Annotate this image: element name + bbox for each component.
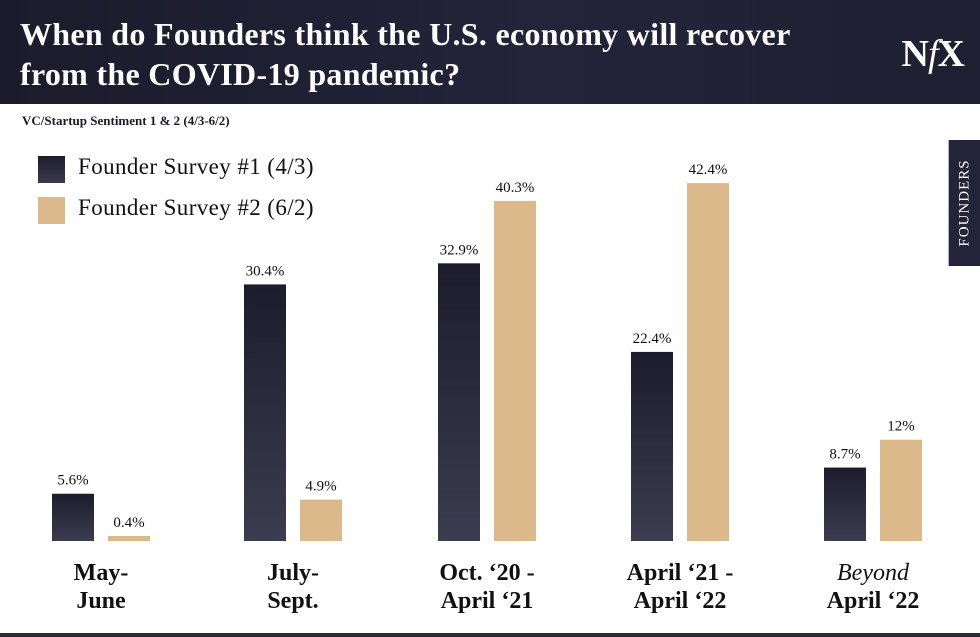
value-label-series-1-cat-5: 8.7% xyxy=(829,447,860,463)
logo-x: X xyxy=(937,33,965,75)
legend-label-survey-1: Founder Survey #1 (4/3) xyxy=(78,154,314,179)
chart-subtitle: VC/Startup Sentiment 1 & 2 (4/3-6/2) xyxy=(22,113,230,128)
title-line-1: When do Founders think the U.S. economy … xyxy=(20,16,791,52)
bar-series-2-cat-2 xyxy=(300,499,342,541)
bar-series-2-cat-4 xyxy=(687,183,729,542)
nfx-logo: NfX xyxy=(901,32,965,76)
bar-series-2-cat-5 xyxy=(880,439,922,541)
bar-series-2-cat-3 xyxy=(494,200,536,542)
bar-series-1-cat-1 xyxy=(52,493,94,541)
chart-header: When do Founders think the U.S. economy … xyxy=(0,0,980,104)
value-label-series-1-cat-3: 32.9% xyxy=(440,242,479,258)
category-label-4-line-2: April ‘22 xyxy=(634,588,727,614)
founders-side-tab: FOUNDERS xyxy=(948,140,980,266)
category-label-2-line-2: Sept. xyxy=(267,588,318,614)
value-labels-group: 5.6% 30.4% 32.9% 22.4% 8.7% 0.4% 4.9% 40.3% 42.4… xyxy=(57,162,914,531)
category-label-1-line-1: May- xyxy=(74,560,129,586)
value-label-series-2-cat-4: 42.4% xyxy=(689,162,728,178)
category-label-3-line-1: Oct. ‘20 - xyxy=(439,560,534,586)
bar-series-1-cat-2 xyxy=(244,284,286,541)
bottom-border xyxy=(0,633,980,637)
category-label-5-line-2: April ‘22 xyxy=(827,588,920,614)
value-label-series-1-cat-4: 22.4% xyxy=(633,331,672,347)
category-label-4-line-1: April ‘21 - xyxy=(627,560,734,586)
value-label-series-2-cat-5: 12% xyxy=(887,419,915,435)
category-label-1-line-2: June xyxy=(76,588,126,614)
bar-series-1-cat-3 xyxy=(438,263,480,541)
value-label-series-2-cat-2: 4.9% xyxy=(305,479,336,495)
title-line-2: from the COVID-19 pandemic? xyxy=(20,56,461,92)
category-labels-group: May-June July-Sept. Oct. ‘20 -April ‘21 Apr… xyxy=(74,560,920,614)
legend-label-survey-2: Founder Survey #2 (6/2) xyxy=(78,195,314,220)
value-label-series-1-cat-1: 5.6% xyxy=(57,473,88,489)
bar-series-2-cat-1 xyxy=(108,536,150,541)
value-label-series-2-cat-3: 40.3% xyxy=(496,180,535,196)
logo-f: f xyxy=(927,33,939,75)
bar-series-1-cat-4 xyxy=(631,351,673,541)
bars-group xyxy=(52,183,922,542)
category-label-2-line-1: July- xyxy=(267,560,319,586)
category-label-5-line-1: Beyond xyxy=(837,560,910,586)
value-label-series-1-cat-2: 30.4% xyxy=(246,263,285,279)
chart-title: When do Founders think the U.S. economy … xyxy=(20,14,840,94)
logo-n: N xyxy=(901,33,929,75)
category-label-3-line-2: April ‘21 xyxy=(441,588,534,614)
bar-series-1-cat-5 xyxy=(824,467,866,541)
legend-swatch-survey-1 xyxy=(38,156,65,183)
value-label-series-2-cat-1: 0.4% xyxy=(113,515,144,531)
legend-swatch-survey-2 xyxy=(38,197,65,224)
